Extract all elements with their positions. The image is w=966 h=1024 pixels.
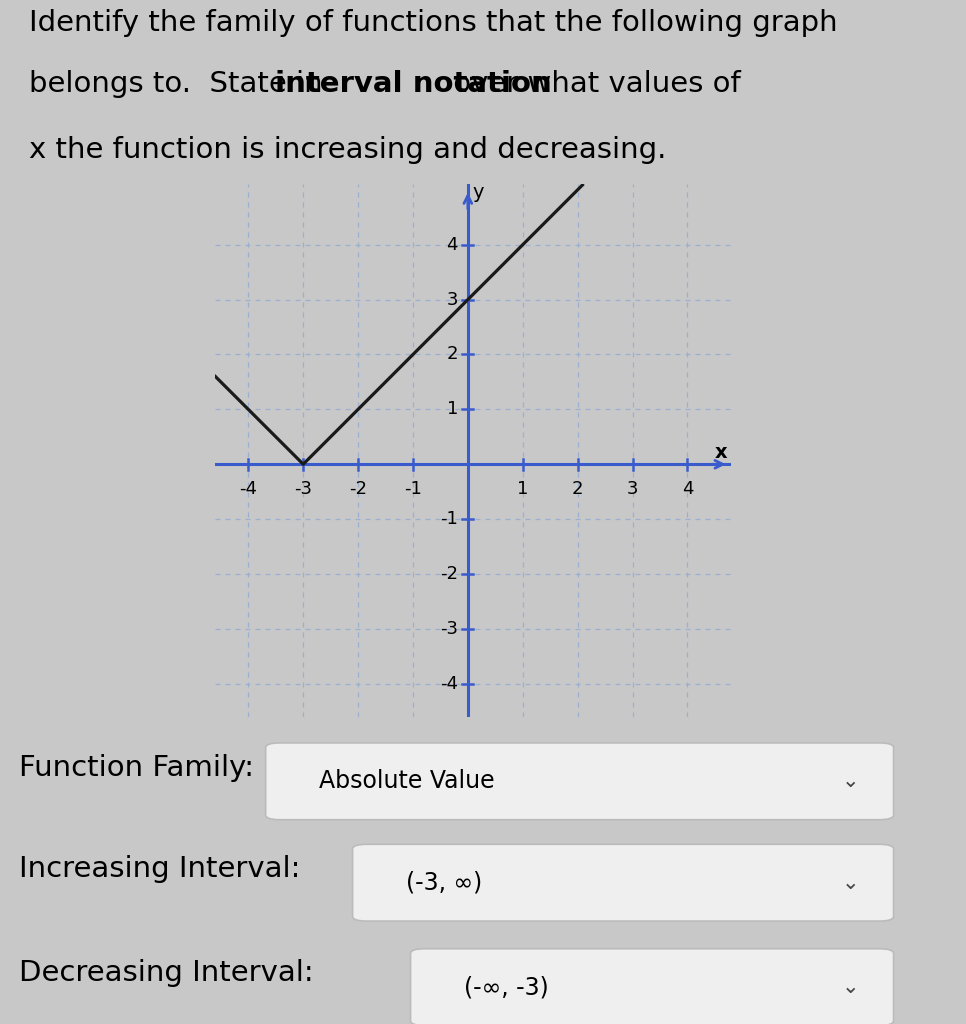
Text: Function Family:: Function Family:	[19, 754, 254, 781]
Text: ⌄: ⌄	[841, 977, 859, 997]
Text: ⌄: ⌄	[841, 771, 859, 792]
Text: over what values of: over what values of	[444, 70, 741, 97]
Text: -4: -4	[240, 479, 257, 498]
FancyBboxPatch shape	[266, 743, 894, 819]
Text: -3: -3	[295, 479, 312, 498]
Text: Increasing Interval:: Increasing Interval:	[19, 855, 300, 883]
Text: -2: -2	[440, 565, 458, 583]
Text: -1: -1	[440, 510, 458, 528]
Text: -3: -3	[440, 620, 458, 638]
FancyBboxPatch shape	[411, 948, 894, 1024]
Text: 2: 2	[446, 345, 458, 364]
Text: (-3, ∞): (-3, ∞)	[406, 870, 482, 895]
Text: 4: 4	[682, 479, 694, 498]
Text: -1: -1	[404, 479, 422, 498]
Text: x the function is increasing and decreasing.: x the function is increasing and decreas…	[29, 136, 667, 164]
Text: Decreasing Interval:: Decreasing Interval:	[19, 959, 314, 987]
Text: 3: 3	[627, 479, 639, 498]
Text: (-∞, -3): (-∞, -3)	[464, 975, 549, 999]
Text: Identify the family of functions that the following graph: Identify the family of functions that th…	[29, 8, 838, 37]
Text: -4: -4	[440, 675, 458, 693]
Text: x: x	[715, 442, 727, 462]
Text: 4: 4	[446, 236, 458, 254]
FancyBboxPatch shape	[353, 844, 894, 922]
Text: belongs to.  State in: belongs to. State in	[29, 70, 332, 97]
Text: Absolute Value: Absolute Value	[319, 769, 495, 794]
Text: 1: 1	[517, 479, 528, 498]
Text: interval notation: interval notation	[275, 70, 552, 97]
Text: 1: 1	[446, 400, 458, 419]
Text: 3: 3	[446, 291, 458, 308]
Text: 2: 2	[572, 479, 583, 498]
Text: y: y	[472, 183, 483, 202]
Text: -2: -2	[349, 479, 367, 498]
Text: ⌄: ⌄	[841, 872, 859, 893]
